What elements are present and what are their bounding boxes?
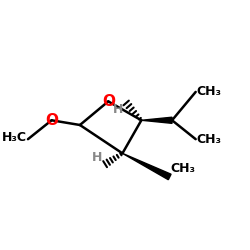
Text: CH₃: CH₃ [197, 86, 222, 98]
Text: H: H [92, 151, 102, 164]
Text: O: O [45, 113, 58, 128]
Polygon shape [141, 117, 172, 123]
Text: CH₃: CH₃ [197, 133, 222, 146]
Text: H: H [113, 102, 124, 116]
Text: O: O [102, 94, 115, 109]
Text: CH₃: CH₃ [171, 162, 196, 174]
Text: H₃C: H₃C [2, 132, 27, 144]
Polygon shape [122, 153, 171, 180]
